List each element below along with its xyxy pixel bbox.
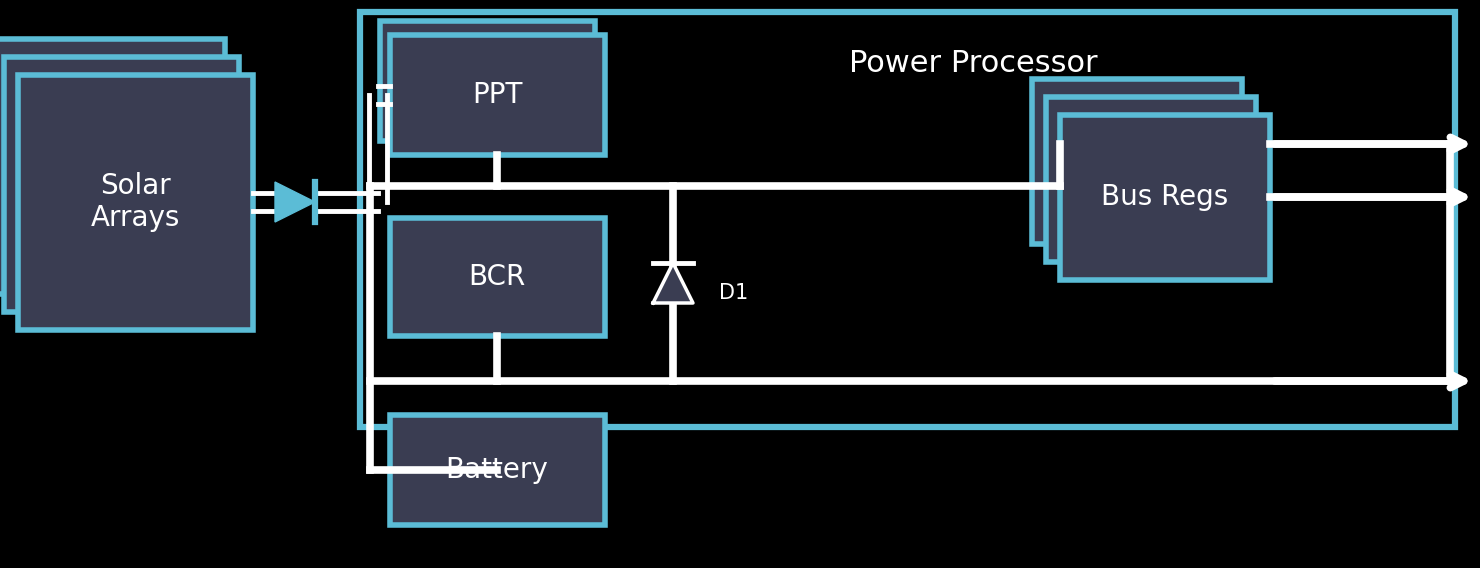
- Text: Battery: Battery: [445, 456, 549, 484]
- Text: D1: D1: [719, 283, 749, 303]
- FancyBboxPatch shape: [1046, 97, 1257, 262]
- FancyBboxPatch shape: [1032, 79, 1242, 244]
- FancyBboxPatch shape: [4, 57, 238, 312]
- Text: BCR: BCR: [468, 263, 525, 291]
- FancyBboxPatch shape: [391, 35, 605, 155]
- Text: Power Processor: Power Processor: [850, 49, 1098, 78]
- Text: Bus Regs: Bus Regs: [1101, 183, 1228, 211]
- FancyBboxPatch shape: [391, 218, 605, 336]
- Polygon shape: [275, 182, 315, 222]
- FancyBboxPatch shape: [391, 415, 605, 525]
- Polygon shape: [653, 263, 693, 303]
- FancyBboxPatch shape: [0, 39, 225, 294]
- Text: Solar
Arrays: Solar Arrays: [90, 172, 179, 232]
- Text: PPT: PPT: [472, 81, 522, 109]
- FancyBboxPatch shape: [1060, 115, 1270, 280]
- FancyBboxPatch shape: [380, 21, 595, 141]
- FancyBboxPatch shape: [18, 75, 253, 330]
